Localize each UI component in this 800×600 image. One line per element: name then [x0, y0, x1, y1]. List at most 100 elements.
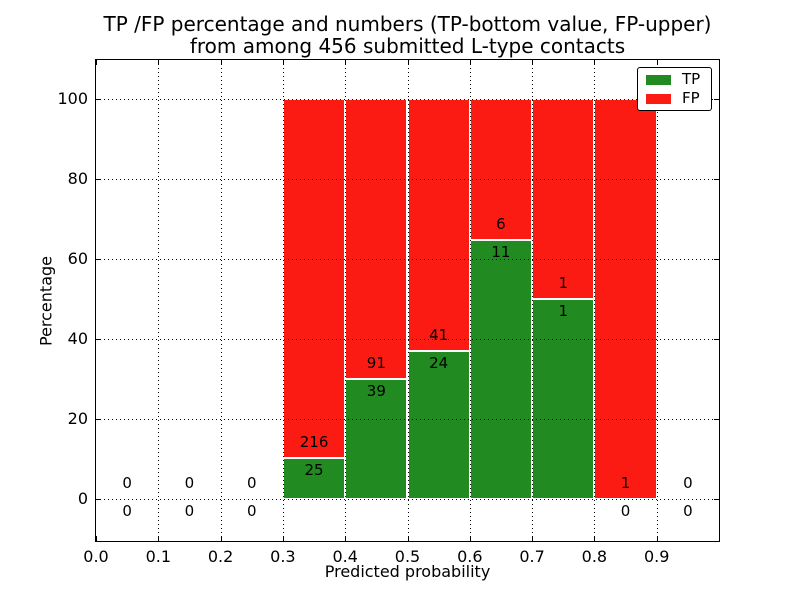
- y-tick-mark: [96, 419, 101, 420]
- bar-segment-tp: [407, 351, 470, 499]
- bar-segment-tp: [532, 299, 595, 499]
- x-tick-mark: [158, 60, 160, 65]
- bar-segment-fp: [345, 99, 408, 379]
- chart-title-line1: TP /FP percentage and numbers (TP-bottom…: [103, 12, 712, 36]
- y-tick-mark: [714, 179, 719, 180]
- x-tick-mark: [220, 60, 222, 65]
- chart-title-line2: from among 456 submitted L-type contacts: [189, 34, 626, 58]
- x-tick-mark: [96, 60, 97, 65]
- y-tick-label: 20: [67, 409, 88, 428]
- x-tick-mark: [345, 536, 347, 541]
- bar-segment-fp: [594, 99, 657, 499]
- bar-count-label-fp: 1: [558, 274, 569, 292]
- x-tick-mark: [220, 536, 222, 541]
- legend-item: TP: [646, 72, 711, 87]
- legend-item-label: TP: [682, 70, 701, 88]
- bar-count-label-fp: 0: [122, 474, 132, 492]
- x-tick-mark: [469, 60, 471, 65]
- bar-count-label-tp: 39: [366, 382, 386, 400]
- bar-count-label-fp: 0: [683, 474, 693, 492]
- gridline-vertical: [407, 60, 409, 541]
- bar-count-label-fp: 216: [299, 432, 329, 451]
- x-axis-label: Predicted probability: [324, 562, 491, 581]
- x-tick-label: 0.7: [519, 547, 545, 566]
- x-tick-label: 0.6: [457, 547, 483, 566]
- bar-count-label-tp: 0: [184, 502, 195, 520]
- bar-segment-tp: [345, 379, 408, 499]
- bar-count-label-fp: 0: [184, 474, 195, 492]
- bar-count-label-tp: 25: [304, 460, 324, 479]
- bar-count-label-fp: 41: [429, 326, 449, 345]
- bar-count-label-fp: 6: [496, 215, 506, 234]
- bar-count-label-fp: 0: [246, 474, 257, 492]
- x-tick-mark: [282, 60, 284, 65]
- bar-segment-fp: [282, 99, 346, 458]
- x-tick-mark: [96, 536, 97, 541]
- y-tick-mark: [96, 179, 101, 180]
- y-tick-mark: [714, 339, 719, 340]
- y-tick-mark: [96, 499, 101, 500]
- x-tick-mark: [656, 536, 658, 541]
- x-tick-mark: [407, 536, 409, 541]
- x-tick-mark: [594, 60, 596, 65]
- x-tick-label: 0.5: [394, 547, 421, 566]
- x-tick-label: 0.1: [145, 547, 172, 566]
- x-tick-mark: [345, 60, 347, 65]
- x-tick-mark: [158, 536, 160, 541]
- bar-count-label-tp: 24: [429, 354, 449, 373]
- x-tick-mark: [594, 536, 596, 541]
- gridline-vertical: [220, 60, 222, 541]
- y-tick-mark: [96, 259, 101, 260]
- x-tick-label: 0.8: [581, 547, 608, 566]
- y-tick-mark: [714, 99, 719, 100]
- y-tick-label: 0: [77, 489, 88, 508]
- gridline-vertical: [345, 60, 347, 541]
- bar-count-label-tp: 0: [122, 502, 132, 520]
- y-tick-mark: [714, 259, 719, 260]
- gridline-vertical: [282, 60, 284, 541]
- y-tick-mark: [96, 339, 101, 340]
- y-tick-mark: [96, 99, 101, 100]
- bar-count-label-tp: 0: [246, 502, 257, 520]
- y-tick-mark: [714, 499, 719, 500]
- y-tick-label: 60: [67, 249, 88, 268]
- bar-segment-tp: [469, 240, 533, 499]
- bar-count-label-tp: 0: [620, 502, 631, 520]
- gridline-vertical: [158, 60, 160, 541]
- y-tick-label: 40: [67, 329, 88, 348]
- bar-count-label-fp: 91: [366, 354, 386, 372]
- bar-segment-fp: [407, 99, 470, 352]
- y-tick-mark: [714, 419, 719, 420]
- bar-count-label-tp: 0: [683, 502, 693, 520]
- gridline-vertical: [656, 60, 658, 541]
- gridline-vertical: [469, 60, 471, 541]
- x-tick-label: 0.4: [332, 547, 358, 566]
- x-tick-mark: [656, 60, 658, 65]
- x-tick-mark: [532, 60, 534, 65]
- bar-segment-fp: [532, 99, 595, 299]
- bar-count-label-fp: 1: [620, 474, 631, 492]
- bar-segment-tp: [282, 457, 346, 499]
- legend: TP FP: [637, 67, 712, 111]
- legend-item: FP: [646, 91, 711, 106]
- y-tick-label: 80: [67, 169, 88, 188]
- bar-segment-fp: [469, 99, 533, 241]
- chart-title: TP /FP percentage and numbers (TP-bottom…: [96, 13, 719, 57]
- x-tick-mark: [282, 536, 284, 541]
- gridline-vertical: [532, 60, 534, 541]
- gridline-vertical: [594, 60, 596, 541]
- x-tick-mark: [532, 536, 534, 541]
- legend-swatch: [646, 93, 671, 104]
- x-tick-label: 0.0: [83, 547, 109, 566]
- x-tick-label: 0.2: [207, 547, 234, 566]
- legend-item-label: FP: [682, 89, 700, 107]
- bar-count-label-tp: 11: [491, 243, 511, 262]
- x-tick-mark: [469, 536, 471, 541]
- x-tick-mark: [407, 60, 409, 65]
- y-tick-label: 100: [57, 89, 88, 108]
- bar-count-label-tp: 1: [558, 302, 569, 320]
- x-tick-label: 0.9: [643, 547, 670, 566]
- x-tick-label: 0.3: [270, 547, 296, 566]
- legend-swatch: [646, 74, 671, 85]
